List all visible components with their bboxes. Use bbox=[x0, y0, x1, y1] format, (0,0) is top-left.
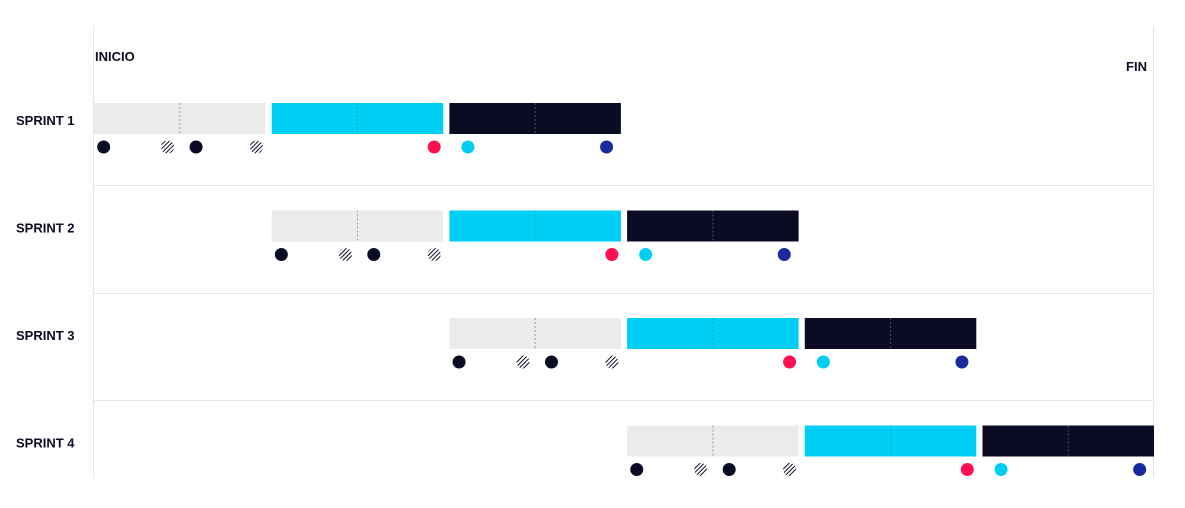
hatched-milestone-dot bbox=[783, 463, 797, 476]
milestone-dot bbox=[97, 140, 111, 154]
milestone-dot bbox=[777, 248, 791, 261]
hatched-milestone-dot bbox=[338, 248, 352, 261]
hatched-milestone-dot bbox=[161, 140, 175, 154]
milestone-dot bbox=[600, 140, 614, 154]
milestone-dot bbox=[994, 463, 1008, 476]
milestone-dot bbox=[955, 355, 969, 369]
hatched-milestone-dot bbox=[249, 140, 263, 154]
sprint-label: SPRINT 1 bbox=[16, 113, 75, 128]
end-label: FIN bbox=[1126, 59, 1147, 74]
milestone-dot bbox=[189, 140, 203, 154]
sprint-label: SPRINT 2 bbox=[16, 221, 75, 236]
milestone-dot bbox=[960, 463, 974, 476]
hatched-milestone-dot bbox=[605, 355, 619, 369]
milestone-dot bbox=[639, 248, 653, 261]
hatched-milestone-dot bbox=[516, 355, 530, 369]
milestone-dot bbox=[452, 355, 466, 369]
grid-lines bbox=[93, 26, 1154, 478]
sprint-rows: SPRINT 1 SPRINT 2 SPRINT 3 SPRINT 4 bbox=[16, 103, 1154, 476]
sprint-label: SPRINT 4 bbox=[16, 436, 75, 451]
milestone-dot bbox=[1133, 463, 1147, 476]
start-label: INICIO bbox=[95, 49, 135, 64]
sprint-row: SPRINT 4 bbox=[16, 425, 1154, 476]
sprint-label: SPRINT 3 bbox=[16, 328, 75, 343]
milestone-dot bbox=[544, 355, 558, 369]
milestone-dot bbox=[367, 248, 381, 261]
milestone-dot bbox=[274, 248, 288, 261]
milestone-dot bbox=[605, 248, 619, 261]
sprint-row: SPRINT 2 bbox=[16, 210, 799, 261]
milestone-dot bbox=[816, 355, 830, 369]
milestone-dot bbox=[722, 463, 736, 476]
milestone-dot bbox=[783, 355, 797, 369]
hatched-milestone-dot bbox=[694, 463, 708, 476]
milestone-dot bbox=[427, 140, 441, 154]
hatched-milestone-dot bbox=[427, 248, 441, 261]
milestone-dot bbox=[461, 140, 475, 154]
sprint-row: SPRINT 3 bbox=[16, 318, 977, 369]
sprint-row: SPRINT 1 bbox=[16, 103, 621, 154]
milestone-dot bbox=[630, 463, 644, 476]
